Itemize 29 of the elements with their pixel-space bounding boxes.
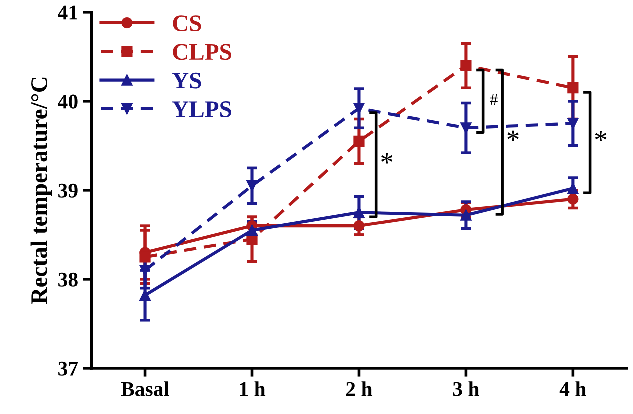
x-tick-label: 2 h: [346, 382, 373, 396]
y-tick-label: 37: [58, 362, 78, 376]
y-axis-title: Rectal temperature/°C: [30, 78, 52, 304]
point: [354, 220, 365, 232]
annotation: #: [490, 94, 498, 106]
legend-label: YS: [172, 72, 202, 89]
annotation: *: [595, 131, 607, 142]
point: [460, 60, 472, 72]
y-tick-label: 41: [58, 6, 78, 20]
x-tick-label: 4 h: [560, 382, 586, 396]
point: [568, 183, 579, 194]
y-tick-label: 39: [58, 184, 78, 198]
y-tick-label: 38: [58, 272, 78, 287]
point: [568, 194, 579, 205]
point: [354, 207, 365, 218]
x-tick-label: 3 h: [453, 382, 480, 396]
annotation: *: [381, 154, 393, 164]
legend-label: YLPS: [172, 102, 232, 118]
x-tick-label: 1 h: [240, 382, 266, 396]
point: [568, 82, 579, 94]
y-tick-label: 40: [58, 94, 78, 109]
point: [246, 224, 258, 236]
point: [460, 210, 472, 221]
point: [140, 252, 151, 263]
legend-label: CLPS: [173, 44, 232, 60]
annotation: *: [508, 130, 519, 142]
point: [354, 136, 365, 148]
x-tick-label: Basal: [121, 382, 170, 396]
legend-label: CS: [173, 16, 202, 32]
